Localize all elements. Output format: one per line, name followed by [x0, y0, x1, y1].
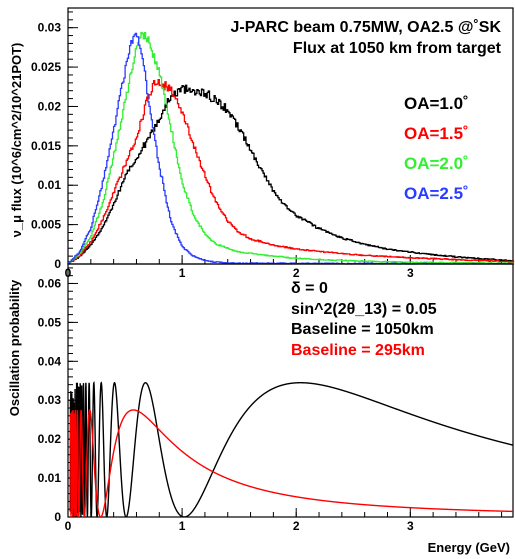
top-ytick-label-6: 0.03 [38, 21, 62, 35]
probability-plot: 0 1 2 3 0 0.01 0.02 0.03 0.04 0.05 0.06 [38, 263, 514, 533]
bottom-xlabel: Energy (GeV) [428, 540, 510, 555]
bottom-ytick-label-5: 0.05 [38, 315, 62, 329]
header-line1: J-PARC beam 0.75MW, OA2.5 @˚SK [231, 19, 502, 36]
top-ytick-label-5: 0.025 [31, 60, 61, 74]
theta-annotation: sin^2(2θ_13) = 0.05 [291, 301, 437, 318]
delta-annotation: δ = 0 [291, 280, 328, 297]
top-ytick-label-3: 0.015 [31, 139, 61, 153]
probability-series-1 [69, 409, 513, 517]
baseline-1050-annotation: Baseline = 1050km [291, 321, 434, 338]
flux-series-2 [68, 31, 515, 265]
top-xtick-label-1: 1 [179, 266, 186, 280]
flux-series-3 [68, 32, 515, 265]
bottom-xtick-label-1: 1 [179, 519, 186, 533]
bottom-ylabel: Oscillation probability [7, 279, 22, 416]
bottom-ytick-label-3: 0.03 [38, 393, 62, 407]
bottom-ytick-label-6: 0.06 [38, 276, 62, 290]
flux-series-0 [68, 84, 515, 265]
top-xtick-label-2: 2 [293, 266, 300, 280]
bottom-ytick-label-0: 0 [54, 510, 61, 524]
top-ytick-label-4: 0.02 [38, 99, 62, 113]
legend-oa-2-5: OA=2.5˚ [404, 184, 469, 203]
top-ytick-label-1: 0.005 [31, 218, 61, 232]
header-line2: Flux at 1050 km from target [293, 40, 502, 57]
legend-oa-1-0: OA=1.0˚ [404, 94, 469, 113]
bottom-xtick-label-2: 2 [293, 519, 300, 533]
top-ylabel: ν_μ flux (10^6/cm^2/10^21POT) [9, 43, 24, 238]
legend-oa-2-0: OA=2.0˚ [404, 154, 469, 173]
bottom-ytick-label-2: 0.02 [38, 432, 62, 446]
bottom-ytick-label-1: 0.01 [38, 471, 62, 485]
top-xtick-label-3: 3 [407, 266, 414, 280]
probability-series-0 [69, 381, 513, 517]
flux-series-1 [68, 78, 515, 264]
top-ytick-label-2: 0.01 [38, 178, 62, 192]
bottom-xtick-label-0: 0 [65, 519, 72, 533]
legend-oa-1-5: OA=1.5˚ [404, 124, 469, 143]
bottom-plot-frame [67, 263, 514, 518]
bottom-ytick-label-4: 0.04 [38, 354, 62, 368]
bottom-xtick-label-3: 3 [407, 519, 414, 533]
baseline-295-annotation: Baseline = 295km [291, 342, 425, 359]
top-ytick-label-0: 0 [54, 257, 61, 271]
